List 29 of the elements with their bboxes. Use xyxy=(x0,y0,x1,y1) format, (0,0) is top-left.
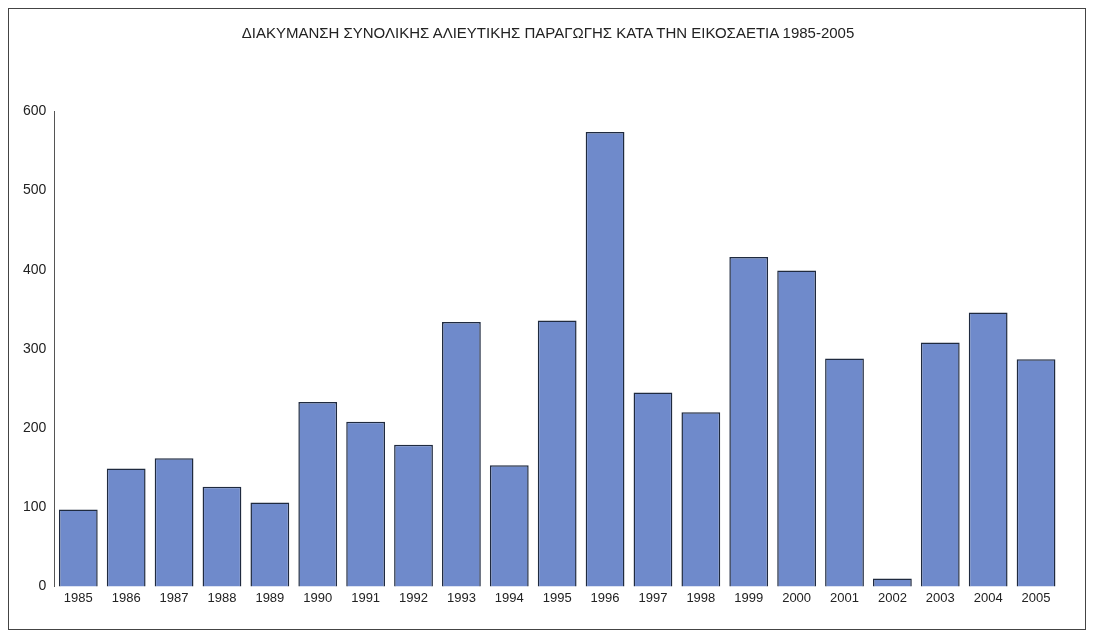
x-tick-label: 1993 xyxy=(446,589,476,605)
x-tick-label: 1994 xyxy=(494,589,524,605)
x-tick-label: 1999 xyxy=(734,589,764,605)
x-tick-label: 2000 xyxy=(782,589,812,605)
x-tick-label: 1991 xyxy=(351,589,381,605)
x-tick-label: 1990 xyxy=(303,589,333,605)
x-tick-label: 1989 xyxy=(255,589,285,605)
x-tick-label: 2003 xyxy=(925,589,955,605)
x-tick-label: 1997 xyxy=(638,589,668,605)
chart-title: ΔΙΑΚΥΜΑΝΣΗ ΣΥΝΟΛΙΚΗΣ ΑΛΙΕΥΤΙΚΗΣ ΠΑΡΑΓΩΓΗΣ ΚΑΤΑ ΤΗΝ ΕΙΚΟΣΑΕΤΙΑ 1985-2005 xyxy=(240,24,856,41)
y-tick-label: 300 xyxy=(23,339,47,356)
x-tick-label: 2001 xyxy=(830,589,859,605)
x-tick-label: 2005 xyxy=(1021,589,1051,605)
y-tick-label: 0 xyxy=(38,577,47,594)
y-tick-label: 200 xyxy=(23,418,47,435)
x-tick-label: 1988 xyxy=(207,589,237,605)
x-tick-label: 1998 xyxy=(686,589,716,605)
x-tick-label: 2004 xyxy=(973,589,1003,605)
x-tick-label: 1996 xyxy=(590,589,620,605)
y-tick-label: 500 xyxy=(23,181,47,198)
y-tick-label: 100 xyxy=(23,498,47,515)
x-tick-label: 1987 xyxy=(159,589,189,605)
x-tick-label: 2002 xyxy=(877,589,907,605)
x-tick-label: 1992 xyxy=(399,589,428,605)
y-tick-label: 600 xyxy=(23,102,47,119)
y-tick-label: 400 xyxy=(23,260,47,277)
x-tick-label: 1995 xyxy=(542,589,572,605)
x-tick-label: 1986 xyxy=(111,589,141,605)
x-tick-label: 1985 xyxy=(63,589,93,605)
